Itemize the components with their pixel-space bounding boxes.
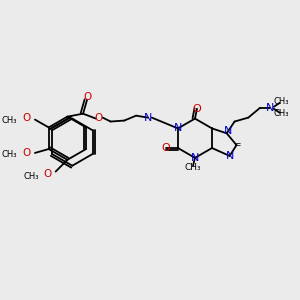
- Text: O: O: [44, 169, 52, 178]
- Text: CH₃: CH₃: [274, 109, 290, 118]
- Text: N: N: [266, 103, 274, 113]
- Text: =: =: [233, 141, 240, 150]
- Text: O: O: [162, 143, 171, 153]
- Text: CH₃: CH₃: [274, 98, 290, 106]
- Text: N: N: [191, 153, 199, 163]
- Text: N: N: [226, 151, 234, 161]
- Text: N: N: [174, 123, 182, 134]
- Text: N: N: [144, 112, 152, 123]
- Text: O: O: [83, 92, 91, 102]
- Text: O: O: [22, 112, 30, 123]
- Text: N: N: [224, 126, 232, 136]
- Text: O: O: [95, 112, 103, 123]
- Text: O: O: [22, 148, 30, 158]
- Text: CH₃: CH₃: [23, 172, 39, 181]
- Text: CH₃: CH₃: [2, 116, 17, 125]
- Text: CH₃: CH₃: [2, 150, 17, 159]
- Text: O: O: [193, 104, 201, 114]
- Text: CH₃: CH₃: [185, 163, 201, 172]
